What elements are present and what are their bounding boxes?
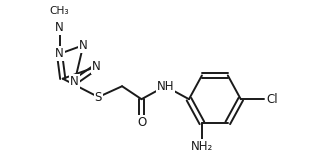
Text: O: O: [137, 116, 146, 129]
Text: N: N: [79, 39, 87, 52]
Text: NH₂: NH₂: [191, 140, 213, 153]
Text: N: N: [55, 47, 64, 60]
Text: S: S: [95, 90, 102, 104]
Text: N: N: [70, 75, 79, 88]
Text: N: N: [92, 60, 100, 73]
Text: CH₃: CH₃: [50, 6, 69, 16]
Text: NH: NH: [156, 80, 174, 93]
Text: Cl: Cl: [267, 93, 278, 106]
Text: N: N: [55, 21, 64, 35]
